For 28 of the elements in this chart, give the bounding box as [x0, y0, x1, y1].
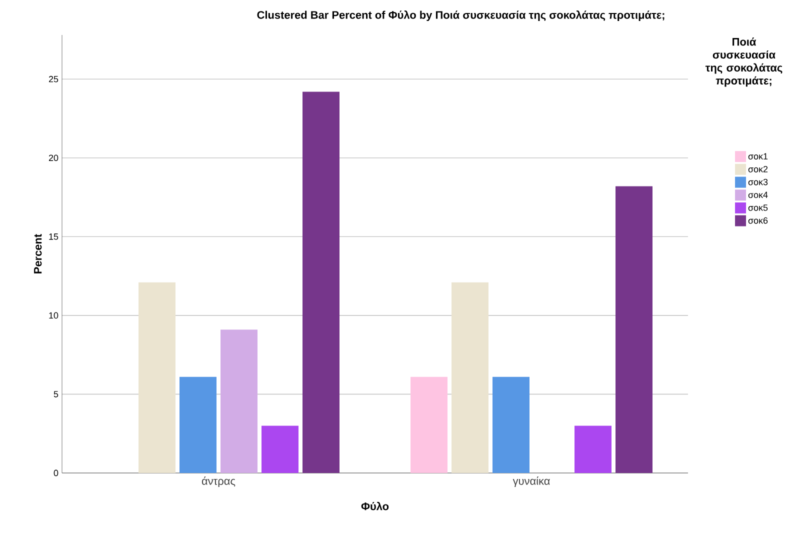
- bar: [302, 92, 340, 473]
- y-axis-title: Percent: [34, 234, 42, 274]
- x-axis-title: Φύλο: [361, 502, 389, 510]
- legend-label: σοκ4: [748, 192, 768, 198]
- legend-title: Ποιά συσκευασία της σοκολάτας προτιμάτε;: [705, 38, 782, 87]
- bar: [138, 282, 176, 473]
- bar: [262, 426, 299, 473]
- x-tick-label: γυναίκα: [512, 476, 550, 488]
- y-tick-label: 25: [48, 76, 58, 82]
- y-tick-label: 20: [48, 154, 58, 162]
- legend-label: σοκ3: [748, 178, 768, 186]
- bar: [574, 426, 612, 473]
- bar: [492, 376, 530, 473]
- legend-label: σοκ6: [748, 217, 768, 224]
- bar: [410, 376, 448, 473]
- legend-label: σοκ1: [748, 153, 768, 160]
- y-tick-label: 0: [54, 470, 58, 476]
- y-tick-label: 10: [49, 312, 58, 319]
- x-tick-label: άντρας: [202, 476, 236, 488]
- bar: [616, 186, 653, 473]
- y-tick-label: 5: [54, 391, 58, 398]
- y-tick-label: 15: [49, 234, 58, 240]
- legend-label: σοκ2: [748, 166, 768, 172]
- bar: [220, 330, 258, 473]
- bar: [180, 376, 217, 473]
- bar: [452, 282, 489, 473]
- chart-title: Clustered Bar Percent of Φύλο by Ποιά συσκευασία της σοκολάτας προτιμάτε;: [257, 10, 664, 21]
- legend-label: σοκ5: [748, 204, 768, 211]
